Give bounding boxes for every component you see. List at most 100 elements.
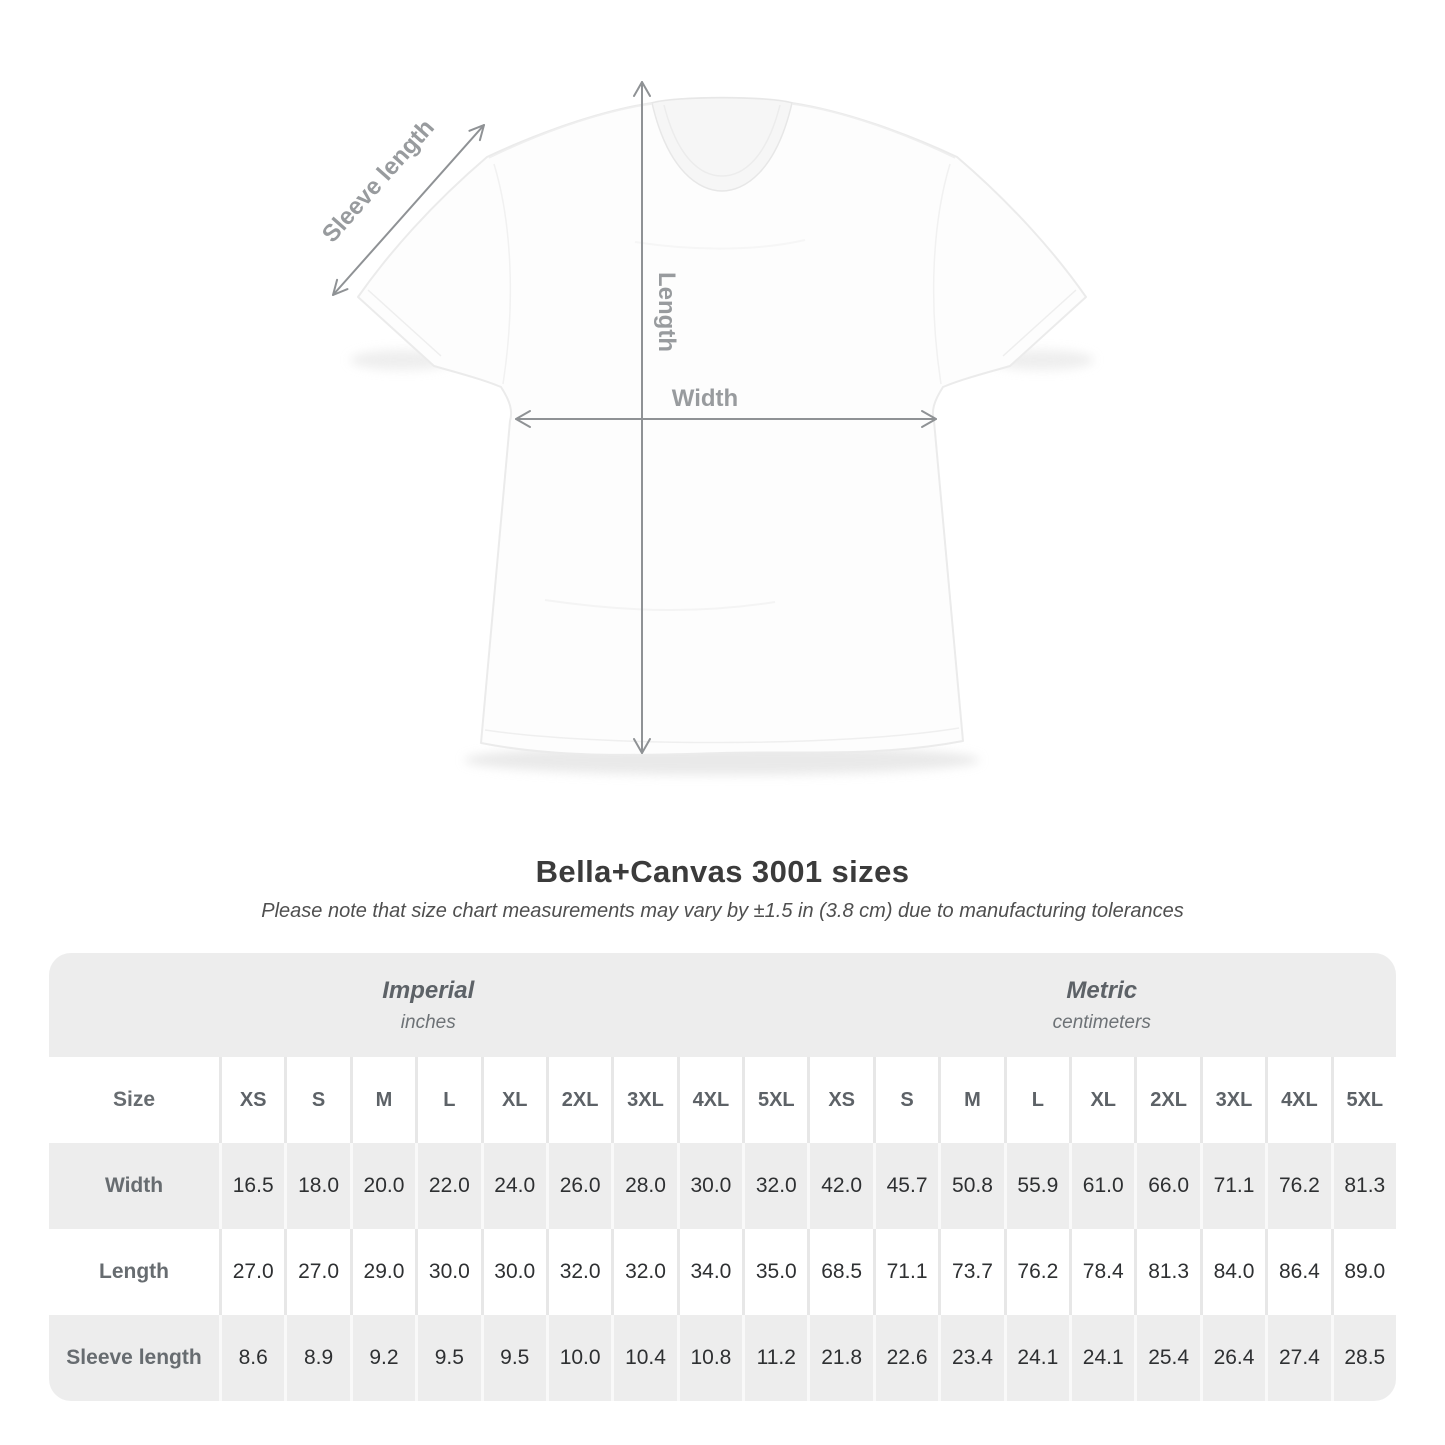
size-column-header: S	[872, 1057, 939, 1143]
row-header-sleeve-length: Sleeve length	[49, 1315, 219, 1401]
size-chart-table: Imperial inches Metric centimeters Size …	[49, 953, 1396, 1401]
size-column-header: 2XL	[1134, 1057, 1200, 1143]
measurement-cell: 8.9	[284, 1315, 350, 1401]
measurement-cell: 24.1	[1003, 1315, 1070, 1401]
measurement-cell: 29.0	[349, 1229, 416, 1315]
measurement-cell: 45.7	[872, 1143, 939, 1229]
size-column-header: M	[349, 1057, 416, 1143]
measurement-cell: 84.0	[1199, 1229, 1266, 1315]
measurement-cell: 34.0	[676, 1229, 743, 1315]
size-column-header: M	[938, 1057, 1004, 1143]
measurement-cell: 61.0	[1069, 1143, 1135, 1229]
left-cuff-stitch	[367, 289, 442, 357]
imperial-label: Imperial	[382, 976, 475, 1004]
width-arrow	[515, 410, 937, 428]
measurement-cell: 8.6	[219, 1315, 285, 1401]
measurement-cell: 24.0	[480, 1143, 546, 1229]
measurement-cell: 32.0	[611, 1229, 677, 1315]
width-label: Width	[672, 385, 738, 412]
metric-label: Metric	[1066, 976, 1138, 1004]
sleeve-length-arrow	[332, 124, 485, 296]
measurement-cell: 22.6	[872, 1315, 939, 1401]
size-column-header: 3XL	[611, 1057, 677, 1143]
measurement-cell: 71.1	[872, 1229, 939, 1315]
measurement-cell: 18.0	[284, 1143, 350, 1229]
measurement-cell: 71.1	[1199, 1143, 1266, 1229]
measurement-cell: 30.0	[480, 1229, 546, 1315]
page-title: Bella+Canvas 3001 sizes	[535, 854, 910, 889]
measurement-cell: 21.8	[807, 1315, 873, 1401]
measurement-cell: 30.0	[415, 1229, 481, 1315]
length-label: Length	[653, 272, 680, 352]
hem-stitch	[484, 727, 960, 744]
measurement-cell: 9.2	[349, 1315, 416, 1401]
size-column-header: L	[1003, 1057, 1070, 1143]
tshirt-measurement-diagram: Width Length Sleeve length	[317, 81, 1094, 775]
size-column-header: XL	[1069, 1057, 1135, 1143]
size-column-header: S	[284, 1057, 350, 1143]
tolerance-note: Please note that size chart measurements…	[261, 900, 1184, 922]
size-column-header: 4XL	[676, 1057, 743, 1143]
right-sleeve-seam	[932, 163, 951, 385]
measurement-cell: 35.0	[742, 1229, 808, 1315]
measurement-cell: 9.5	[415, 1315, 481, 1401]
measurement-cell: 26.0	[545, 1143, 612, 1229]
measurement-cell: 42.0	[807, 1143, 873, 1229]
size-column-header: XL	[480, 1057, 546, 1143]
measurement-cell: 68.5	[807, 1229, 873, 1315]
size-column-header: 3XL	[1199, 1057, 1266, 1143]
measurement-cell: 32.0	[742, 1143, 808, 1229]
tshirt-diagram-svg: Width Length Sleeve length	[317, 81, 1094, 775]
measurement-cell: 20.0	[349, 1143, 416, 1229]
left-shoulder-seam	[488, 103, 653, 159]
measurement-cell: 22.0	[415, 1143, 481, 1229]
measurement-cell: 86.4	[1265, 1229, 1331, 1315]
measurement-cell: 76.2	[1003, 1229, 1070, 1315]
tshirt-body	[357, 96, 1087, 756]
measurement-cell: 27.4	[1265, 1315, 1331, 1401]
right-shoulder-seam	[791, 103, 956, 159]
collar-rib-line	[663, 104, 781, 177]
metric-unit-label: centimeters	[1052, 1011, 1151, 1033]
size-column-header: 5XL	[742, 1057, 808, 1143]
measurement-cell: 50.8	[938, 1143, 1004, 1229]
measurement-cell: 66.0	[1134, 1143, 1200, 1229]
measurement-cell: 89.0	[1330, 1229, 1396, 1315]
body-wrinkle-1	[544, 599, 776, 611]
measurement-cell: 10.4	[611, 1315, 677, 1401]
measurement-cell: 10.8	[676, 1315, 743, 1401]
metric-group-header: Metric centimeters	[807, 953, 1396, 1057]
left-sleeve-seam	[493, 163, 512, 385]
imperial-unit-label: inches	[400, 1011, 456, 1033]
measurement-cell: 73.7	[938, 1229, 1004, 1315]
measurement-cell: 26.4	[1199, 1315, 1266, 1401]
row-header-length: Length	[49, 1229, 219, 1315]
measurement-cell: 23.4	[938, 1315, 1004, 1401]
measurement-cell: 9.5	[480, 1315, 546, 1401]
measurement-cell: 78.4	[1069, 1229, 1135, 1315]
measurement-cell: 10.0	[545, 1315, 612, 1401]
size-column-header: L	[415, 1057, 481, 1143]
size-column-header: 4XL	[1265, 1057, 1331, 1143]
size-column-header: 2XL	[545, 1057, 612, 1143]
measurement-cell: 27.0	[219, 1229, 285, 1315]
measurement-cell: 16.5	[219, 1143, 285, 1229]
size-column-header: XS	[807, 1057, 873, 1143]
measurement-cell: 55.9	[1003, 1143, 1070, 1229]
row-header-width: Width	[49, 1143, 219, 1229]
measurement-cell: 28.0	[611, 1143, 677, 1229]
measurement-cell: 76.2	[1265, 1143, 1331, 1229]
measurement-cell: 81.3	[1330, 1143, 1396, 1229]
row-header-size: Size	[49, 1057, 219, 1143]
measurement-cell: 30.0	[676, 1143, 743, 1229]
measurement-cell: 28.5	[1330, 1315, 1396, 1401]
right-cuff-stitch	[1002, 289, 1077, 357]
measurement-cell: 24.1	[1069, 1315, 1135, 1401]
measurement-cell: 81.3	[1134, 1229, 1200, 1315]
tshirt-collar	[651, 97, 793, 192]
imperial-group-header: Imperial inches	[49, 953, 808, 1057]
measurement-cell: 11.2	[742, 1315, 808, 1401]
measurement-cell: 27.0	[284, 1229, 350, 1315]
measurement-cell: 32.0	[545, 1229, 612, 1315]
measurement-cell: 25.4	[1134, 1315, 1200, 1401]
